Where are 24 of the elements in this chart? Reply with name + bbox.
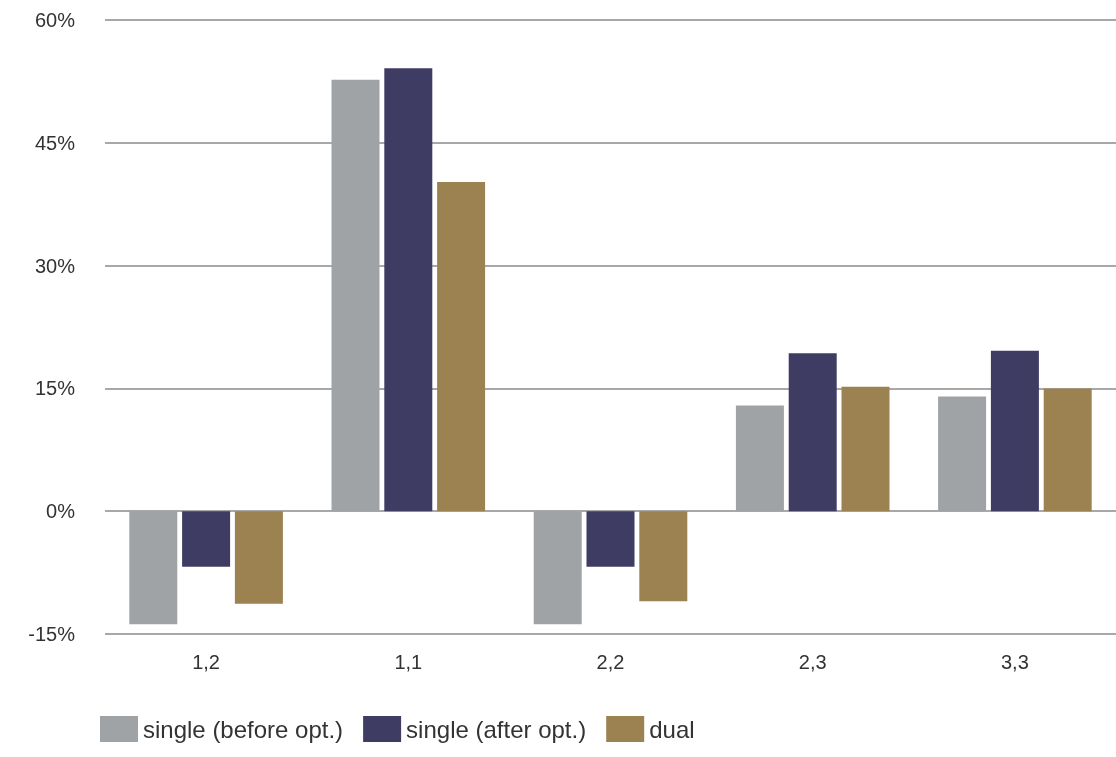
legend-label: single (before opt.) xyxy=(143,715,344,743)
bar xyxy=(586,511,635,567)
bar xyxy=(182,511,231,567)
x-tick-label: 3,3 xyxy=(1000,651,1029,673)
bar xyxy=(437,182,486,512)
bar xyxy=(841,386,890,512)
y-tick-label: -15% xyxy=(28,623,76,645)
bar xyxy=(788,353,837,512)
bar xyxy=(1043,388,1092,512)
x-tick-label: 2,2 xyxy=(596,651,625,673)
bar xyxy=(384,68,433,512)
x-tick-label: 2,3 xyxy=(798,651,827,673)
bar xyxy=(639,511,688,602)
y-tick-label: 15% xyxy=(34,377,76,400)
y-tick-label: 60% xyxy=(34,9,76,31)
bar xyxy=(990,350,1039,512)
y-tick-label: 0% xyxy=(46,500,76,523)
y-tick-label: 45% xyxy=(34,131,76,154)
legend-label: dual xyxy=(649,715,695,743)
y-tick-label: 30% xyxy=(34,254,76,277)
legend-label: single (after opt.) xyxy=(406,715,587,743)
x-tick-label: 1,1 xyxy=(394,651,423,673)
bar xyxy=(234,511,283,604)
x-tick-label: 1,2 xyxy=(192,651,221,673)
